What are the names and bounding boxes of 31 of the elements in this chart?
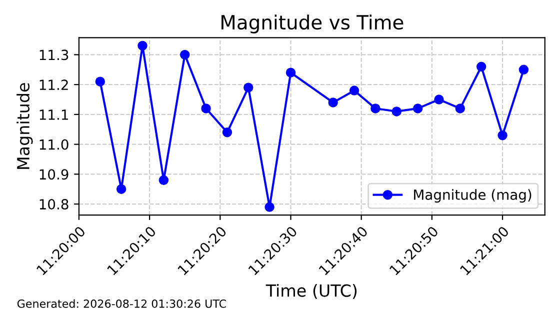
y-tick-label: 11.3: [40, 50, 68, 60]
y-tick-label: 10.8: [40, 199, 68, 210]
point: [498, 130, 508, 140]
point: [328, 98, 338, 108]
y-tick-label: 11.2: [40, 80, 68, 90]
point: [158, 175, 169, 186]
point: [244, 82, 254, 92]
y-tick-label: 11.0: [40, 139, 68, 150]
point: [412, 104, 423, 114]
point: [392, 106, 402, 116]
point: [201, 104, 211, 114]
x-axis-title: Time (UTC): [266, 284, 357, 299]
point: [264, 202, 274, 212]
point: [370, 104, 380, 114]
y-tick-label: 11.1: [40, 110, 68, 120]
y-axis-title: Magnitude: [16, 83, 33, 169]
text: Generated: 2026-08-12 01:30:26 UTC: [17, 299, 226, 308]
point: [518, 64, 529, 74]
y-tick-label: 10.9: [40, 169, 68, 180]
chart-title: Magnitude vs Time: [222, 14, 404, 34]
point: [180, 50, 190, 60]
point: [116, 184, 126, 194]
point: [349, 86, 360, 96]
point: [434, 94, 444, 104]
point: [286, 68, 296, 78]
point: [138, 40, 148, 51]
point: [455, 104, 466, 114]
point: [222, 127, 232, 138]
point: [95, 76, 106, 86]
point: [476, 62, 486, 72]
legend-label: Magnitude (mag): [414, 189, 532, 203]
